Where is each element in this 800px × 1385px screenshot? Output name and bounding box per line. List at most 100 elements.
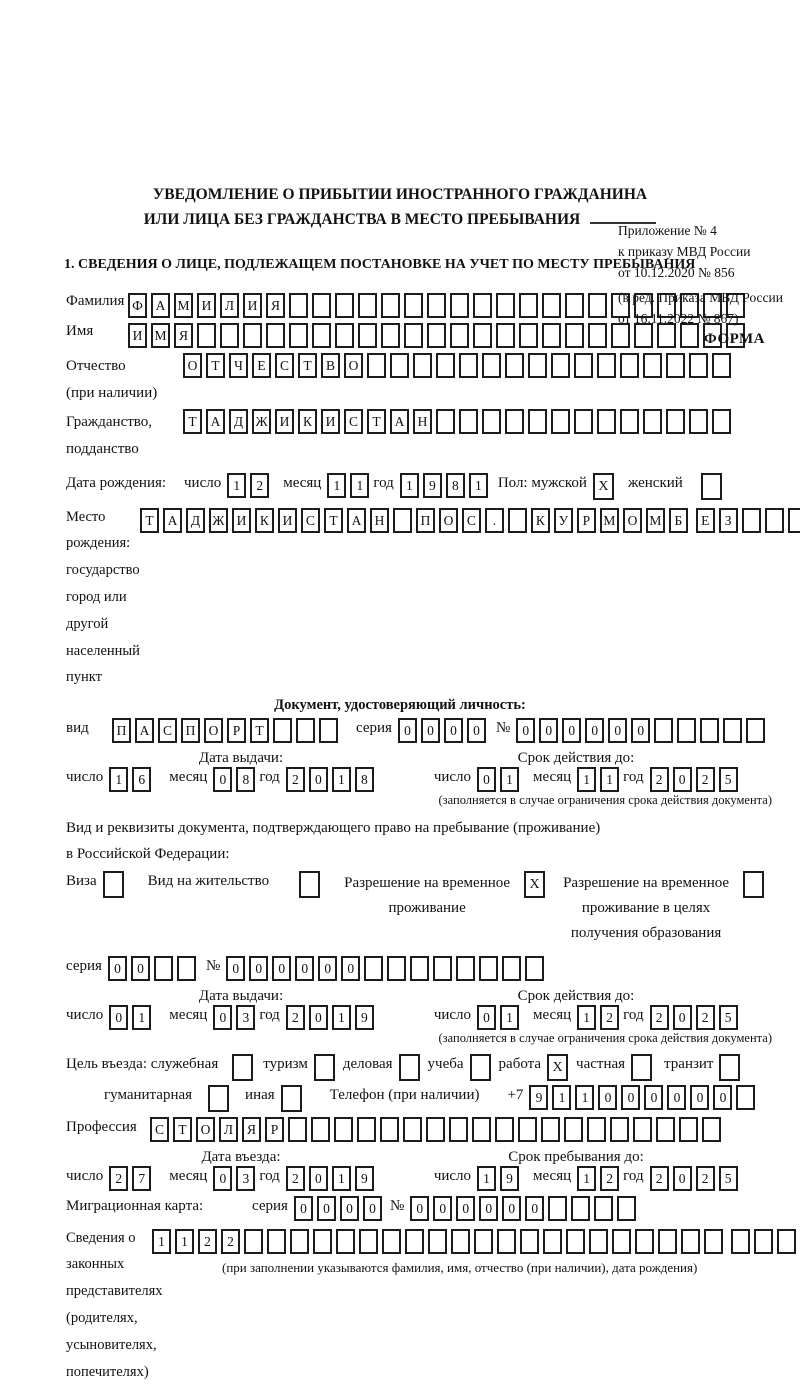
char-cell[interactable] [410,956,429,981]
char-cell[interactable] [565,293,584,318]
char-cell[interactable] [473,293,492,318]
char-cell[interactable]: Ч [229,353,248,378]
char-cell[interactable] [459,353,478,378]
char-cell[interactable]: 1 [469,473,488,498]
char-cell[interactable]: О [183,353,202,378]
char-cell[interactable] [588,323,607,348]
char-cell[interactable] [482,409,501,434]
char-cell[interactable] [508,508,527,533]
char-cell[interactable]: 3 [236,1005,255,1030]
char-cell[interactable]: 0 [294,1196,313,1221]
char-cell[interactable] [528,353,547,378]
char-cell[interactable] [525,956,544,981]
char-cell[interactable]: 0 [317,1196,336,1221]
char-cell[interactable]: 1 [152,1229,171,1254]
char-cell[interactable]: Р [577,508,596,533]
char-cell[interactable]: 1 [332,767,351,792]
char-cell[interactable]: И [232,508,251,533]
char-cell[interactable] [436,409,455,434]
char-cell[interactable] [541,1117,560,1142]
char-cell[interactable]: 0 [539,718,558,743]
char-cell[interactable]: 0 [309,767,328,792]
char-cell[interactable]: Н [370,508,389,533]
char-cell[interactable] [656,1117,675,1142]
char-cell[interactable]: 2 [286,1005,305,1030]
char-cell[interactable]: 9 [423,473,442,498]
char-cell[interactable] [403,1117,422,1142]
char-cell[interactable] [367,353,386,378]
char-cell[interactable]: 0 [477,1005,496,1030]
char-cell[interactable]: 1 [227,473,246,498]
char-cell[interactable]: Т [140,508,159,533]
char-cell[interactable]: Ж [252,409,271,434]
char-cell[interactable] [594,1196,613,1221]
char-cell[interactable]: 0 [433,1196,452,1221]
char-cell[interactable]: И [321,409,340,434]
char-cell[interactable] [299,871,320,898]
char-cell[interactable] [635,1229,654,1254]
char-cell[interactable] [289,323,308,348]
char-cell[interactable]: 3 [236,1166,255,1191]
char-cell[interactable]: X [547,1054,568,1081]
char-cell[interactable] [723,718,742,743]
char-cell[interactable]: С [344,409,363,434]
char-cell[interactable] [243,323,262,348]
char-cell[interactable]: 0 [644,1085,663,1110]
char-cell[interactable]: 2 [600,1005,619,1030]
char-cell[interactable]: Д [186,508,205,533]
char-cell[interactable]: Т [367,409,386,434]
char-cell[interactable]: Я [174,323,193,348]
char-cell[interactable]: О [344,353,363,378]
char-cell[interactable]: 1 [577,1166,596,1191]
char-cell[interactable] [736,1085,755,1110]
char-cell[interactable] [312,293,331,318]
char-cell[interactable]: 1 [175,1229,194,1254]
char-cell[interactable] [571,1196,590,1221]
char-cell[interactable]: 5 [719,767,738,792]
char-cell[interactable] [719,1054,740,1081]
char-cell[interactable] [497,1229,516,1254]
char-cell[interactable] [612,1229,631,1254]
char-cell[interactable]: 0 [673,767,692,792]
char-cell[interactable]: 8 [236,767,255,792]
char-cell[interactable]: 8 [355,767,374,792]
char-cell[interactable] [505,409,524,434]
char-cell[interactable] [474,1229,493,1254]
char-cell[interactable] [177,956,196,981]
char-cell[interactable]: В [321,353,340,378]
char-cell[interactable] [681,1229,700,1254]
char-cell[interactable]: 0 [502,1196,521,1221]
char-cell[interactable] [154,956,173,981]
char-cell[interactable]: О [439,508,458,533]
char-cell[interactable] [479,956,498,981]
char-cell[interactable] [631,1054,652,1081]
char-cell[interactable]: 1 [400,473,419,498]
char-cell[interactable]: Н [413,409,432,434]
char-cell[interactable]: Т [250,718,269,743]
char-cell[interactable] [390,353,409,378]
char-cell[interactable] [336,1229,355,1254]
char-cell[interactable]: 1 [575,1085,594,1110]
char-cell[interactable] [702,1117,721,1142]
char-cell[interactable]: 0 [421,718,440,743]
char-cell[interactable] [704,1229,723,1254]
char-cell[interactable]: П [181,718,200,743]
char-cell[interactable]: Е [252,353,271,378]
char-cell[interactable] [244,1229,263,1254]
char-cell[interactable] [311,1117,330,1142]
char-cell[interactable] [620,409,639,434]
char-cell[interactable] [679,1117,698,1142]
char-cell[interactable] [482,353,501,378]
char-cell[interactable] [433,956,452,981]
char-cell[interactable] [289,293,308,318]
char-cell[interactable]: 2 [286,767,305,792]
char-cell[interactable]: И [275,409,294,434]
char-cell[interactable] [357,1117,376,1142]
char-cell[interactable] [456,956,475,981]
char-cell[interactable]: 0 [467,718,486,743]
char-cell[interactable] [404,323,423,348]
char-cell[interactable]: О [204,718,223,743]
char-cell[interactable] [565,323,584,348]
char-cell[interactable]: 0 [108,956,127,981]
char-cell[interactable]: И [243,293,262,318]
